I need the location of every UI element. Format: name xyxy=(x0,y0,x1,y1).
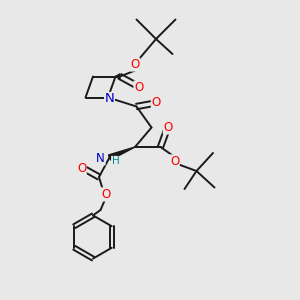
Text: O: O xyxy=(152,96,160,109)
Polygon shape xyxy=(116,74,120,79)
Text: H: H xyxy=(112,156,119,167)
Text: O: O xyxy=(164,121,172,134)
Text: O: O xyxy=(101,188,110,201)
Text: N: N xyxy=(105,92,114,106)
Text: O: O xyxy=(77,162,86,175)
Text: O: O xyxy=(170,155,179,168)
Text: N: N xyxy=(96,152,105,165)
Polygon shape xyxy=(109,147,135,160)
Text: O: O xyxy=(130,58,140,71)
Text: O: O xyxy=(134,81,143,94)
